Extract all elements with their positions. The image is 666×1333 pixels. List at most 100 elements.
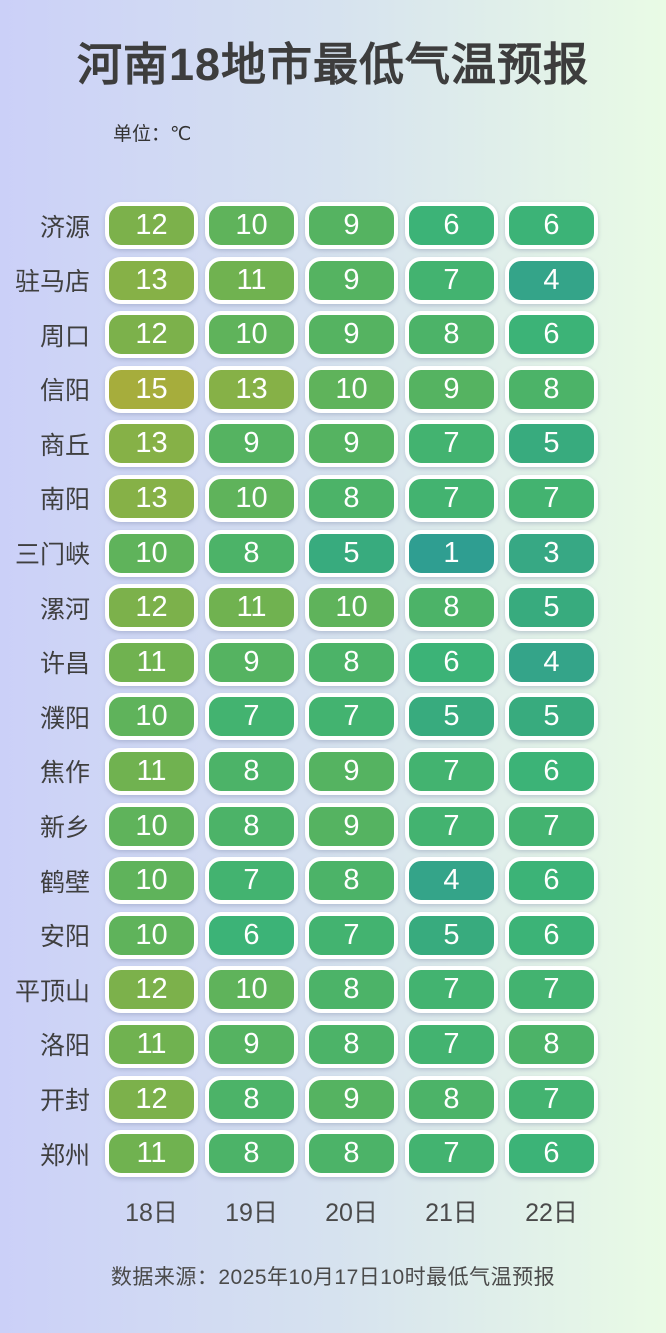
table-row: 许昌 11 9 8 6 4 [0, 638, 666, 686]
temp-cell: 12 [105, 1075, 198, 1123]
temp-cell: 5 [505, 693, 598, 741]
city-label: 濮阳 [39, 704, 90, 733]
temp-cell: 6 [505, 857, 598, 905]
temp-cell: 10 [105, 911, 198, 959]
temp-cell: 12 [105, 202, 198, 249]
temp-cell: 7 [405, 966, 498, 1014]
temp-cell: 8 [205, 1130, 298, 1178]
temp-cell: 8 [305, 1020, 398, 1068]
temp-cell: 9 [305, 747, 398, 795]
temp-cell: 8 [305, 857, 398, 905]
temp-cell: 10 [105, 529, 198, 577]
temp-cell: 8 [405, 311, 498, 359]
city-label: 焦作 [39, 759, 90, 788]
temp-cell: 7 [505, 474, 598, 522]
temp-cell: 7 [505, 966, 598, 1014]
temp-cell: 6 [205, 911, 298, 959]
temp-cell: 8 [205, 747, 298, 795]
temp-cell: 7 [305, 911, 398, 959]
city-label: 济源 [39, 213, 90, 242]
temp-cell: 11 [105, 1020, 198, 1068]
temp-cell: 4 [505, 256, 598, 304]
table-row: 三门峡 10 8 5 1 3 [0, 529, 666, 577]
city-label: 许昌 [39, 650, 90, 679]
temp-cell: 1 [405, 529, 498, 577]
temp-cell: 10 [205, 474, 298, 522]
table-row: 新乡 10 8 9 7 7 [0, 802, 666, 850]
temp-cell: 13 [105, 474, 198, 522]
city-label: 漯河 [39, 595, 90, 624]
temp-cell: 10 [205, 202, 298, 249]
temp-cell: 9 [305, 311, 398, 359]
temp-cell: 9 [305, 802, 398, 850]
temp-cell: 8 [405, 1075, 498, 1123]
temp-cell: 11 [105, 1130, 198, 1178]
temp-cell: 6 [405, 638, 498, 686]
temp-cell: 9 [305, 1075, 398, 1123]
temp-cell: 7 [405, 802, 498, 850]
forecast-table-body: 济源 12 10 9 6 6 驻马店 13 11 9 7 4 周口 12 10 9 8 6 信阳 15 13 10 9 8 商丘… [0, 202, 666, 1178]
table-row: 南阳 13 10 8 7 7 [0, 474, 666, 522]
temp-cell: 12 [105, 311, 198, 359]
table-row: 郑州 11 8 8 7 6 [0, 1130, 666, 1178]
temp-cell: 8 [205, 529, 298, 577]
temp-cell: 7 [205, 693, 298, 741]
table-row: 焦作 11 8 9 7 6 [0, 747, 666, 795]
temp-cell: 11 [205, 256, 298, 304]
table-row: 漯河 12 11 10 8 5 [0, 584, 666, 632]
unit-label: 单位：℃ [113, 124, 192, 145]
temp-cell: 8 [305, 638, 398, 686]
table-row: 周口 12 10 9 8 6 [0, 311, 666, 359]
temp-cell: 6 [505, 311, 598, 359]
temp-cell: 13 [105, 256, 198, 304]
temp-cell: 7 [205, 857, 298, 905]
table-row: 安阳 10 6 7 5 6 [0, 911, 666, 959]
temp-cell: 7 [305, 693, 398, 741]
temp-cell: 6 [505, 1130, 598, 1178]
date-row: 18日 19日 20日 21日 22日 [0, 1193, 666, 1229]
table-row: 信阳 15 13 10 9 8 [0, 365, 666, 413]
temp-cell: 11 [205, 584, 298, 632]
temp-cell: 8 [205, 1075, 298, 1123]
temp-cell: 9 [205, 1020, 298, 1068]
city-label: 洛阳 [39, 1032, 90, 1061]
temp-cell: 10 [305, 584, 398, 632]
city-label: 周口 [39, 322, 90, 351]
table-row: 济源 12 10 9 6 6 [0, 202, 666, 249]
forecast-table: 济源 12 10 9 6 6 驻马店 13 11 9 7 4 周口 12 10 9 8 6 信阳 15 13 10 9 8 商丘… [0, 202, 666, 1229]
temp-cell: 7 [405, 1130, 498, 1178]
temp-cell: 13 [205, 365, 298, 413]
table-row: 洛阳 11 9 8 7 8 [0, 1020, 666, 1068]
temp-cell: 10 [105, 857, 198, 905]
city-label: 鹤壁 [39, 868, 90, 897]
city-label: 安阳 [39, 923, 90, 952]
city-label: 商丘 [39, 431, 90, 460]
table-row: 开封 12 8 9 8 7 [0, 1075, 666, 1123]
date-label: 19日 [225, 1199, 278, 1228]
city-label: 郑州 [39, 1141, 90, 1170]
temp-cell: 9 [305, 202, 398, 249]
temp-cell: 4 [405, 857, 498, 905]
temp-cell: 8 [305, 966, 398, 1014]
temp-cell: 7 [505, 1075, 598, 1123]
date-label: 21日 [425, 1199, 478, 1228]
temp-cell: 6 [405, 202, 498, 249]
city-label: 信阳 [39, 377, 90, 406]
temp-cell: 9 [405, 365, 498, 413]
temp-cell: 10 [205, 311, 298, 359]
date-label: 18日 [125, 1199, 178, 1228]
temp-cell: 10 [305, 365, 398, 413]
temp-cell: 8 [305, 474, 398, 522]
source-note: 数据来源：2025年10月17日10时最低气温预报 [110, 1266, 556, 1290]
city-label: 开封 [39, 1087, 90, 1115]
temp-cell: 7 [405, 474, 498, 522]
page-title: 河南18地市最低气温预报 [76, 39, 590, 90]
temp-cell: 11 [105, 638, 198, 686]
temp-cell: 7 [405, 256, 498, 304]
weather-poster: 河南18地市最低气温预报 单位：℃ 济源 12 10 9 6 6 驻马店 13 11 9 7 4 周口 1… [0, 28, 666, 1333]
temp-cell: 13 [105, 420, 198, 468]
temp-cell: 7 [505, 802, 598, 850]
temp-cell: 3 [505, 529, 598, 577]
temp-cell: 7 [405, 747, 498, 795]
temp-cell: 4 [505, 638, 598, 686]
